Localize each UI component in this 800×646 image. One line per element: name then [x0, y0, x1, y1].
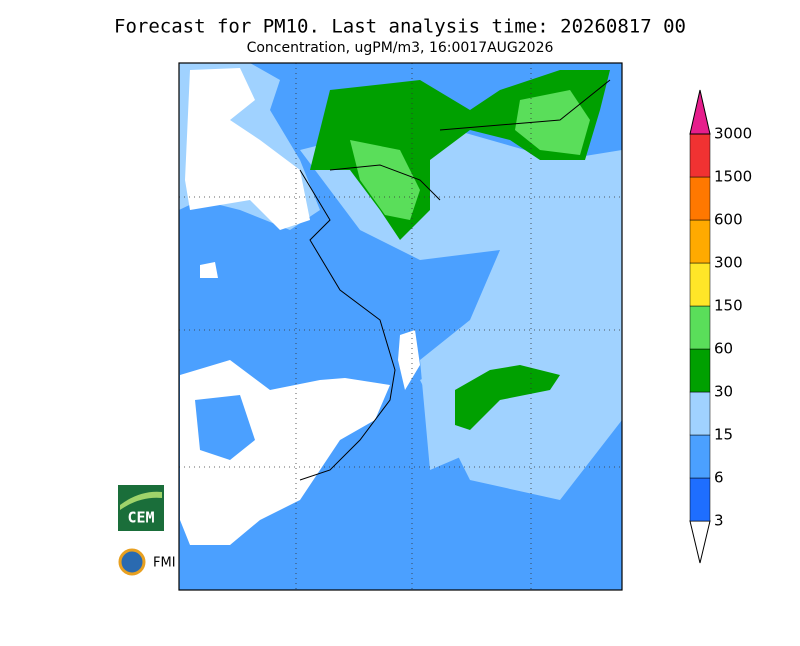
- colorbar-bin: [689, 434, 711, 479]
- colorbar-bin: [689, 391, 711, 436]
- colorbar-over: [689, 89, 711, 135]
- colorbar-label: 3000: [714, 125, 752, 143]
- map: [178, 62, 623, 591]
- colorbar-label: 60: [714, 340, 733, 358]
- colorbar-label: 150: [714, 297, 743, 315]
- colorbar-label: 15: [714, 426, 733, 444]
- logo-text: FMI: [153, 556, 176, 571]
- colorbar-label: 300: [714, 254, 743, 272]
- subtitle: Concentration, ugPM/m3, 16:0017AUG2026: [247, 40, 554, 56]
- colorbar: 3 6 15 30 60 150 300 600 1500 3000: [689, 89, 752, 564]
- colorbar-label: 600: [714, 211, 743, 229]
- colorbar-bin: [689, 305, 711, 350]
- colorbar-under: [689, 520, 711, 564]
- colorbar-bin: [689, 348, 711, 393]
- logo-text: CEM: [127, 509, 154, 527]
- colorbar-bin: [689, 477, 711, 522]
- title: Forecast for PM10. Last analysis time: 2…: [114, 16, 686, 38]
- colorbar-label: 6: [714, 469, 724, 487]
- colorbar-bin: [689, 262, 711, 307]
- colorbar-label: 1500: [714, 168, 752, 186]
- colorbar-bin: [689, 219, 711, 264]
- colorbar-bin: [689, 176, 711, 221]
- logo-cem: CEM: [118, 485, 164, 531]
- colorbar-label: 30: [714, 383, 733, 401]
- logo-fmi: FMI: [118, 548, 176, 576]
- colorbar-bin: [689, 133, 711, 178]
- colorbar-label: 3: [714, 512, 724, 530]
